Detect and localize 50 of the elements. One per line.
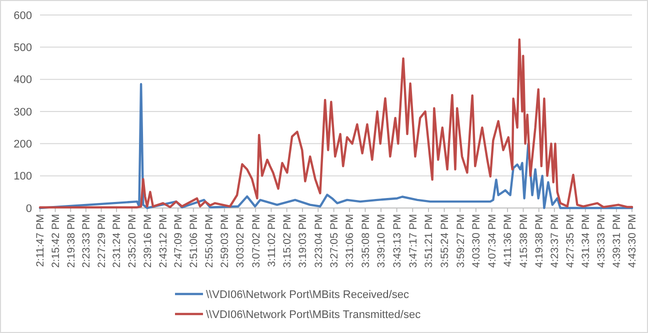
x-tick-label: 3:31:06 PM <box>344 214 356 268</box>
x-tick-label: 3:11:02 PM <box>266 214 278 267</box>
x-tick-label: 4:07:34 PM <box>486 214 498 268</box>
x-tick-label: 2:47:09 PM <box>172 214 185 268</box>
x-tick-label: 2:39:16 PM <box>142 214 154 268</box>
y-tick-label: 400 <box>14 74 32 86</box>
x-tick-label: 3:59:27 PM <box>454 214 467 268</box>
x-tick-label: 4:39:31 PM <box>611 214 624 268</box>
x-tick-label: 3:19:03 PM <box>297 214 310 268</box>
x-tick-label: 3:47:17 PM <box>407 214 420 268</box>
x-tick-label: 2:35:20 PM <box>126 214 139 268</box>
x-tick-label: 3:03:02 PM <box>234 214 247 268</box>
legend-label: \\VDI06\Network Port\MBits Transmitted/sec <box>206 308 422 321</box>
x-tick-label: 3:27:05 PM <box>328 214 340 268</box>
x-tick-label: 3:51:21 PM <box>423 214 436 268</box>
y-tick-label: 500 <box>14 42 32 54</box>
x-tick-label: 2:19:38 PM <box>65 214 78 268</box>
x-tick-label: 2:23:33 PM <box>80 214 93 268</box>
x-tick-label: 4:35:33 PM <box>596 214 608 268</box>
x-tick-label: 4:03:30 PM <box>470 214 483 268</box>
x-tick-label: 4:31:34 PM <box>580 214 592 268</box>
y-tick-label: 300 <box>14 106 32 118</box>
x-tick-label: 3:07:02 PM <box>250 214 262 268</box>
x-tick-label: 2:11:47 PM <box>34 214 47 267</box>
x-tick-label: 2:15:42 PM <box>50 214 62 268</box>
x-tick-label: 2:31:24 PM <box>111 214 124 268</box>
x-tick-label: 2:51:06 PM <box>188 214 200 268</box>
x-tick-label: 2:27:29 PM <box>96 214 108 268</box>
line-series <box>38 83 634 210</box>
y-tick-label: 200 <box>14 138 32 151</box>
x-tick-label: 4:43:30 PM <box>626 214 639 268</box>
x-tick-label: 2:55:04 PM <box>204 214 216 268</box>
y-tick-label: 100 <box>14 170 32 183</box>
x-tick-label: 3:39:10 PM <box>376 214 388 268</box>
x-tick-label: 3:55:24 PM <box>438 214 451 268</box>
legend-label: \\VDI06\Network Port\MBits Received/sec <box>206 288 410 301</box>
x-tick-label: 2:43:12 PM <box>157 214 170 268</box>
x-tick-label: 3:23:04 PM <box>312 214 325 268</box>
x-tick-label: 3:43:13 PM <box>391 214 404 268</box>
x-tick-label: 3:35:08 PM <box>360 214 372 268</box>
y-tick-label: 600 <box>14 10 32 22</box>
y-tick-label: 0 <box>26 202 32 215</box>
x-tick-label: 3:15:02 PM <box>281 214 294 268</box>
x-tick-label: 4:23:37 PM <box>549 214 562 268</box>
x-tick-label: 4:27:35 PM <box>564 214 577 268</box>
x-tick-label: 2:59:03 PM <box>219 214 232 268</box>
x-tick-label: 4:19:38 PM <box>534 214 546 268</box>
x-tick-label: 4:15:38 PM <box>518 214 530 268</box>
x-tick-label: 4:11:36 PM <box>502 214 514 267</box>
line-series <box>38 38 634 208</box>
